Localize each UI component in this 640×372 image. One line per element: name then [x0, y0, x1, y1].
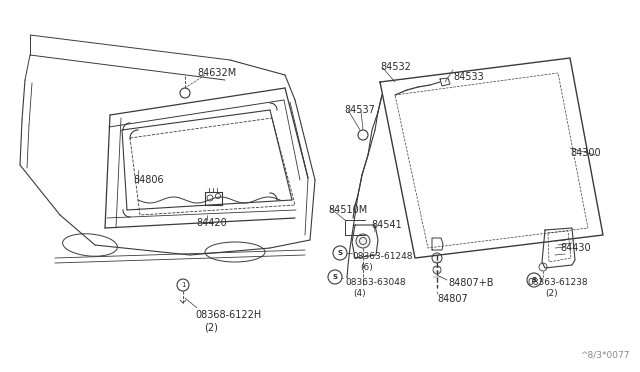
Text: S: S — [333, 274, 337, 280]
Text: 84532: 84532 — [380, 62, 411, 72]
Text: 1: 1 — [180, 282, 185, 288]
Text: 84541: 84541 — [371, 220, 402, 230]
Text: 84807+B: 84807+B — [448, 278, 493, 288]
Text: 84420: 84420 — [196, 218, 227, 228]
Text: 08368-6122H: 08368-6122H — [195, 310, 261, 320]
Text: S: S — [337, 250, 342, 256]
Text: S: S — [531, 277, 536, 283]
Text: 84510M: 84510M — [328, 205, 367, 215]
Text: 08363-63048: 08363-63048 — [345, 278, 406, 287]
Text: 84807: 84807 — [437, 294, 468, 304]
Text: (2): (2) — [545, 289, 557, 298]
Text: (6): (6) — [360, 263, 372, 272]
Text: 08363-61248: 08363-61248 — [352, 252, 413, 261]
Text: 84806: 84806 — [133, 175, 164, 185]
Text: 08363-61238: 08363-61238 — [527, 278, 588, 287]
Text: 84533: 84533 — [453, 72, 484, 82]
Text: ^8/3*0077: ^8/3*0077 — [580, 351, 630, 360]
Text: (2): (2) — [204, 322, 218, 332]
Text: 84430: 84430 — [560, 243, 591, 253]
Circle shape — [356, 234, 370, 248]
Text: 84537: 84537 — [344, 105, 375, 115]
Text: 84632M: 84632M — [197, 68, 236, 78]
Text: 84300: 84300 — [570, 148, 600, 158]
Text: (4): (4) — [353, 289, 365, 298]
